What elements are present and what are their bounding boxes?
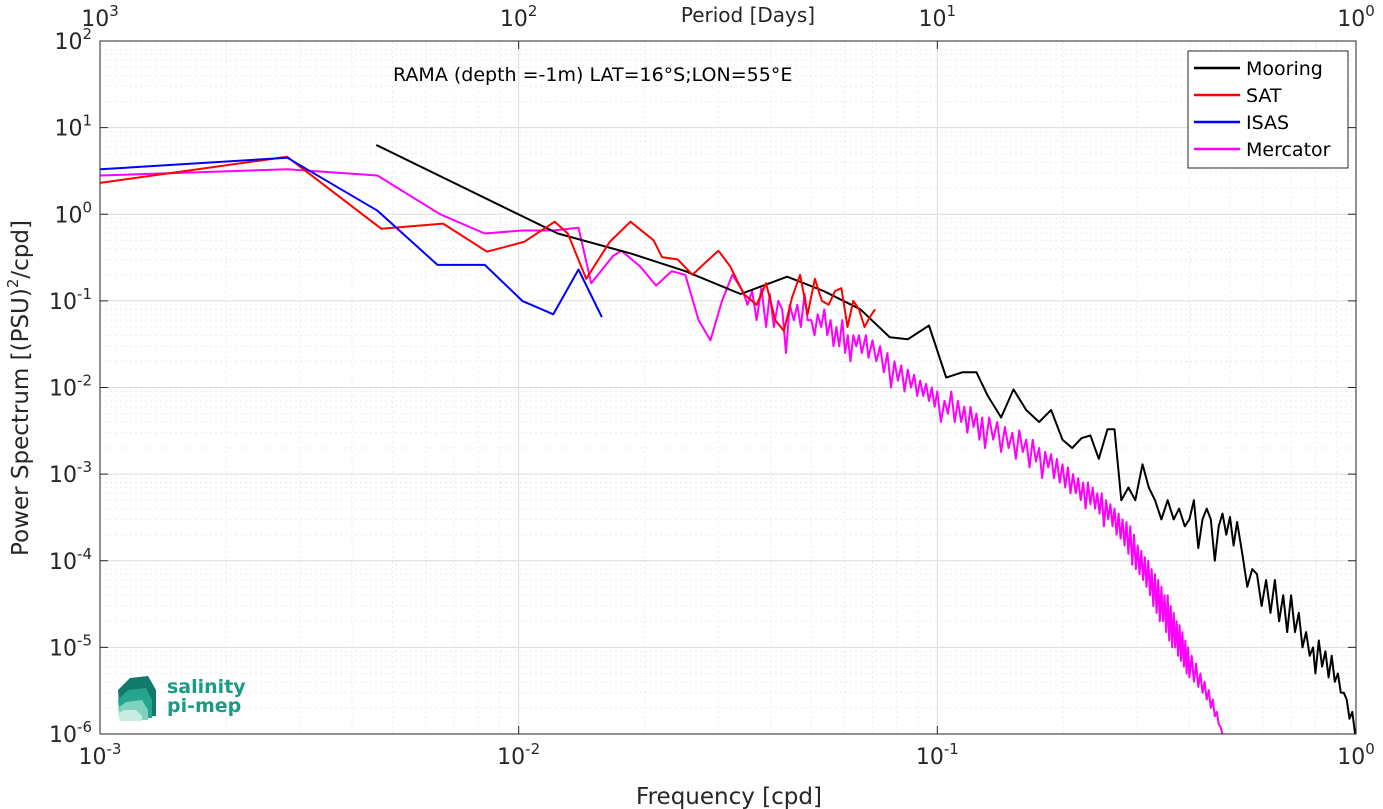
logo-text-salinity: salinity: [167, 676, 246, 698]
series-layer: [100, 144, 1356, 734]
top-tick-label: 103: [81, 2, 119, 32]
y-axis-label: Power Spectrum [(PSU)2/cpd]: [4, 220, 34, 556]
top-tick-label: 102: [500, 2, 538, 32]
y-tick-label: 10-2: [49, 372, 92, 402]
top-tick-label: 100: [1337, 2, 1375, 32]
x-tick-label: 10-3: [79, 740, 122, 770]
y-tick-label: 10-4: [49, 545, 92, 575]
x-tick-label: 10-1: [916, 740, 959, 770]
y-tick-label: 102: [54, 25, 92, 55]
y-tick-label: 100: [54, 198, 92, 228]
x-tick-label: 10-2: [497, 740, 540, 770]
legend-label-mercator: Mercator: [1246, 139, 1331, 161]
x-axis-label: Frequency [cpd]: [636, 784, 822, 809]
legend-label-sat: SAT: [1246, 85, 1282, 107]
salinity-pi-mep-logo: salinity pi-mep: [118, 676, 246, 721]
y-tick-label: 10-1: [49, 285, 92, 315]
top-axis-label: Period [Days]: [681, 3, 815, 27]
y-tick-label: 10-5: [49, 631, 92, 661]
logo-text-pi-mep: pi-mep: [167, 695, 241, 717]
y-axis-label-exponent: 2: [4, 279, 22, 289]
y-tick-label: 10-3: [49, 458, 92, 488]
legend-label-mooring: Mooring: [1246, 58, 1323, 80]
top-tick-label: 101: [919, 2, 957, 32]
series-line-mercator: [100, 168, 1224, 734]
chart-annotation: RAMA (depth =-1m) LAT=16°S;LON=55°E: [393, 64, 792, 86]
legend: Mooring SAT ISAS Mercator: [1187, 50, 1349, 169]
series-line-mooring: [375, 144, 1356, 734]
legend-items: Mooring SAT ISAS Mercator: [1194, 58, 1331, 161]
ticks: 10-3 103 10-2 102 10-1 101 100 100 102 101 100 10-1…: [49, 2, 1375, 770]
y-tick-label: 101: [54, 112, 92, 142]
series-line-sat: [100, 155, 876, 332]
logo-icon: [118, 676, 156, 721]
series-line-isas: [100, 156, 603, 318]
y-axis-label-unit: /cpd]: [8, 220, 34, 279]
y-tick-label: 10-6: [49, 718, 92, 748]
legend-label-isas: ISAS: [1246, 112, 1289, 134]
y-axis-label-main: Power Spectrum [(PSU): [8, 288, 34, 556]
x-tick-label: 100: [1337, 740, 1375, 770]
